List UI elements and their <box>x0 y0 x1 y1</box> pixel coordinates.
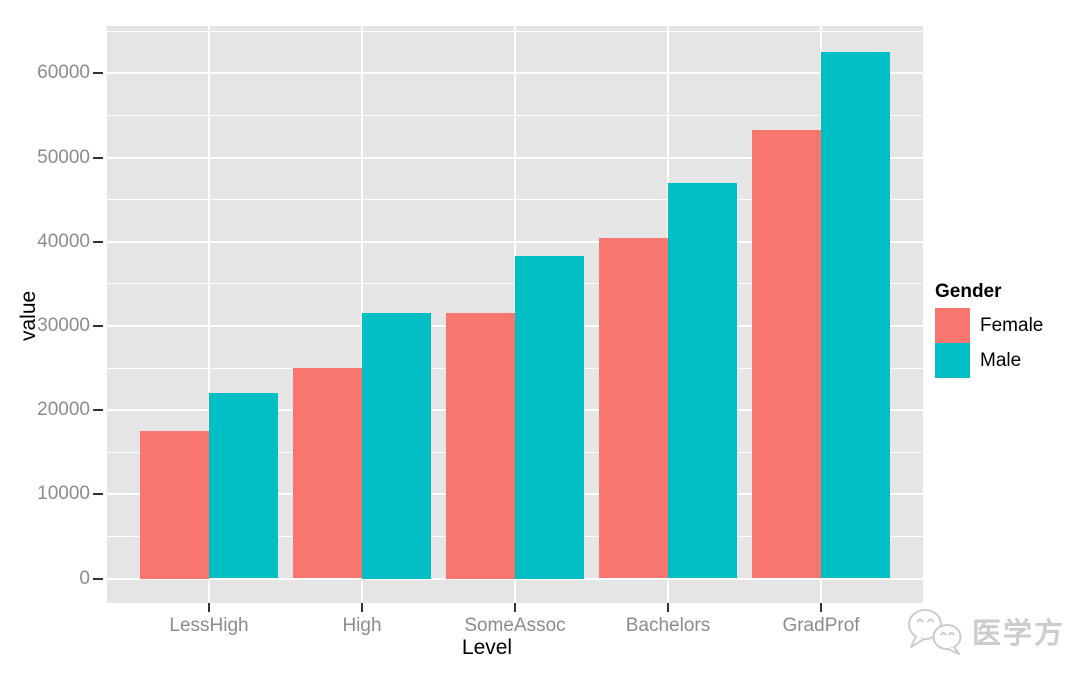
y-tick-label: 40000 <box>37 230 90 252</box>
x-tick-label: GradProf <box>782 615 860 636</box>
bar-male-gradprof <box>821 52 890 579</box>
y-tick-label: 20000 <box>37 399 90 421</box>
y-tick-mark <box>93 493 103 496</box>
x-tick-label: Bachelors <box>625 615 711 636</box>
bar-male-bachelors <box>668 182 737 579</box>
bar-female-high <box>293 368 362 579</box>
legend-items: Female Male <box>935 308 1043 378</box>
y-tick-mark <box>93 240 103 243</box>
legend: Gender Female Male <box>935 281 1043 378</box>
x-tick-mark <box>361 603 363 612</box>
legend-label-male: Male <box>980 349 1022 371</box>
x-tick-mark <box>667 603 669 612</box>
bar-female-bachelors <box>599 237 668 579</box>
x-tick-mark <box>514 603 516 612</box>
gridline-vertical <box>208 26 210 603</box>
y-tick-mark <box>93 72 103 75</box>
bar-male-high <box>362 313 431 579</box>
watermark: 医学方 <box>905 607 1065 655</box>
y-tick-label: 60000 <box>37 62 90 84</box>
x-tick-label: SomeAssoc <box>464 615 566 636</box>
legend-title: Gender <box>935 281 1002 302</box>
x-tick-label: LessHigh <box>169 615 249 636</box>
y-tick-mark <box>93 324 103 327</box>
y-tick-label: 10000 <box>37 483 90 505</box>
plot-panel <box>107 26 923 603</box>
bar-female-someassoc <box>446 313 515 579</box>
x-tick-mark <box>820 603 822 612</box>
x-axis-title: Level <box>461 636 513 659</box>
legend-label-female: Female <box>980 314 1044 336</box>
bar-female-gradprof <box>752 129 821 579</box>
y-tick-label: 0 <box>79 567 90 589</box>
y-tick-mark <box>93 156 103 159</box>
wechat-icon <box>908 609 962 655</box>
legend-swatch-female <box>935 308 970 343</box>
bar-female-lesshigh <box>140 431 209 579</box>
x-tick-label: High <box>342 615 382 636</box>
legend-swatch-male <box>935 343 970 378</box>
legend-item-female: Female <box>935 308 1043 343</box>
y-tick-mark <box>93 577 103 580</box>
y-tick-mark <box>93 409 103 412</box>
bar-male-lesshigh <box>209 393 278 579</box>
y-tick-label: 30000 <box>37 314 90 336</box>
bar-male-someassoc <box>515 256 584 579</box>
watermark-text: 医学方 <box>972 618 1066 650</box>
y-tick-label: 50000 <box>37 146 90 168</box>
legend-item-male: Male <box>935 343 1043 378</box>
x-tick-mark <box>208 603 210 612</box>
